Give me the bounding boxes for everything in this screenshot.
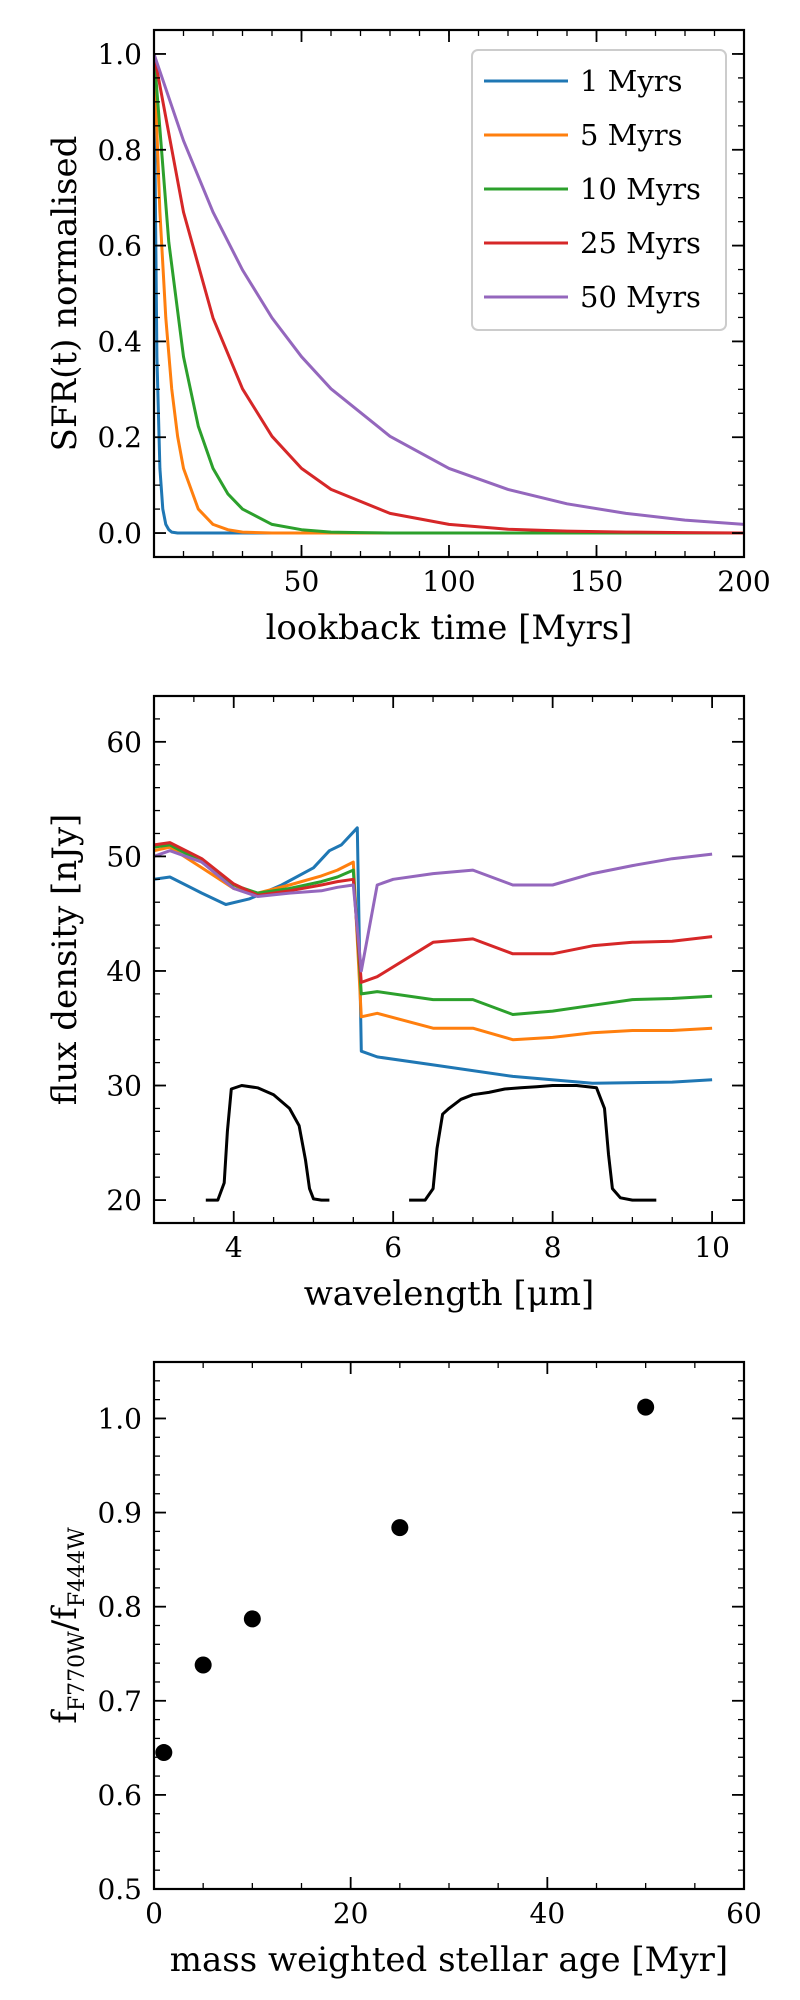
- series-line-50-myrs: [154, 53, 744, 526]
- series-line-3: [154, 843, 713, 1016]
- data-point: [243, 1610, 261, 1628]
- y-tick-label: 30: [106, 1070, 142, 1103]
- y-tick-label: 50: [106, 840, 142, 873]
- y-tick-label: 1.0: [97, 1402, 142, 1435]
- series-line-f770w: [409, 1084, 657, 1202]
- axes-frame: [152, 1360, 746, 1891]
- x-tick-label: 200: [717, 565, 770, 598]
- data-point: [391, 1519, 409, 1537]
- y-tick-label: 0.4: [97, 325, 142, 358]
- plot-area: [154, 826, 713, 1202]
- legend-label: 1 Myrs: [580, 64, 683, 98]
- data-point: [155, 1744, 173, 1762]
- x-tick-label: 20: [333, 1897, 369, 1930]
- axes-frame: [152, 694, 746, 1225]
- plot-area: [155, 1398, 655, 1762]
- y-tick-label: 0.7: [97, 1685, 142, 1718]
- x-tick-label: 6: [384, 1231, 402, 1264]
- x-tick-label: 0: [145, 1897, 163, 1930]
- y-tick-label: 0.9: [97, 1497, 142, 1530]
- y-axis-label: flux density [nJy]: [45, 814, 85, 1106]
- y-axis-label: SFR(t) normalised: [45, 136, 85, 452]
- chart-panel-2: 4 6 8 10 20 30 40 50 60 wavelength [μm] flux densi…: [45, 694, 746, 1314]
- series-line-10-myrs: [154, 53, 744, 535]
- legend-label: 10 Myrs: [580, 172, 701, 206]
- x-axis-label: lookback time [Myrs]: [266, 608, 633, 648]
- series-line-25-myrs: [154, 53, 744, 535]
- y-tick-label: 20: [106, 1184, 142, 1217]
- y-tick-label: 1.0: [97, 38, 142, 71]
- legend-label: 5 Myrs: [580, 118, 683, 152]
- x-tick-label: 4: [225, 1231, 243, 1264]
- data-point: [194, 1656, 212, 1674]
- legend-label: 50 Myrs: [580, 280, 701, 314]
- y-tick-label: 0.8: [97, 134, 142, 167]
- y-tick-label: 60: [106, 726, 142, 759]
- series-line-1: [154, 826, 713, 1085]
- series-line-4: [154, 841, 713, 984]
- series-line-1-myrs: [154, 53, 744, 535]
- legend: 1 Myrs 5 Myrs 10 Myrs 25 Myrs 50 Myrs: [471, 49, 727, 331]
- x-tick-label: 50: [284, 565, 320, 598]
- series-line-f444w: [205, 1084, 330, 1202]
- y-tick-label: 0.8: [97, 1591, 142, 1624]
- y-tick-label: 0.5: [97, 1873, 142, 1906]
- x-axis-label: mass weighted stellar age [Myr]: [170, 1940, 728, 1980]
- x-tick-label: 100: [422, 565, 475, 598]
- x-tick-label: 150: [570, 565, 623, 598]
- x-tick-label: 10: [694, 1231, 730, 1264]
- x-tick-label: 40: [530, 1897, 566, 1930]
- x-tick-label: 8: [544, 1231, 562, 1264]
- x-tick-label: 60: [726, 1897, 762, 1930]
- y-tick-label: 0.0: [97, 517, 142, 550]
- series-line-5-myrs: [154, 53, 744, 535]
- plot-area: [154, 53, 744, 535]
- x-axis-label: wavelength [μm]: [304, 1274, 595, 1314]
- chart-panel-3: 0 20 40 60 0.5 0.6 0.7 0.8 0.9 1.0 mass weighted s…: [45, 1360, 762, 1980]
- series-line-5: [154, 849, 713, 973]
- chart-panel-1: 50 100 150 200 0.0 0.2 0.4 0.6 0.8 1.0 lookback ti…: [45, 28, 771, 648]
- y-tick-label: 0.6: [97, 1779, 142, 1812]
- y-tick-label: 40: [106, 955, 142, 988]
- y-tick-label: 0.2: [97, 421, 142, 454]
- y-tick-label: 0.6: [97, 230, 142, 263]
- data-point: [637, 1398, 655, 1416]
- y-axis-label: fF770W/fF444W: [45, 1527, 90, 1724]
- legend-label: 25 Myrs: [580, 226, 701, 260]
